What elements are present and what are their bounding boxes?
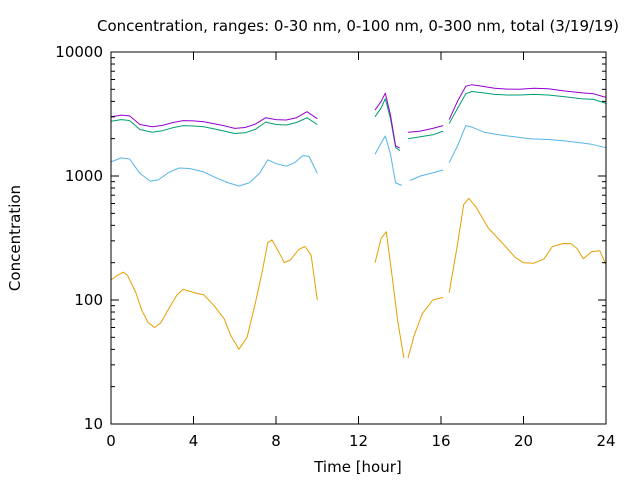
- x-tick-label: 8: [271, 432, 281, 450]
- y-tick-label: 10: [84, 415, 103, 433]
- x-axis-label: Time [hour]: [313, 458, 402, 476]
- x-axis: 0 4 8 12 16 20 24: [106, 52, 616, 450]
- y-axis-label: Concentration: [6, 185, 24, 291]
- series-1-line-segment-1: [374, 135, 402, 186]
- y-tick-label: 10000: [55, 43, 103, 61]
- series-1-line-segment-0: [110, 155, 318, 187]
- series-3-line-segment-3: [448, 84, 607, 120]
- series-2-line-segment-3: [448, 91, 607, 124]
- y-tick-label: 100: [74, 291, 103, 309]
- x-tick-label: 12: [349, 432, 368, 450]
- series-2-line-segment-2: [407, 130, 444, 140]
- chart-title: Concentration, ranges: 0-30 nm, 0-100 nm…: [97, 17, 619, 35]
- x-tick-label: 20: [514, 432, 533, 450]
- x-tick-label: 0: [106, 432, 116, 450]
- plot-frame: [110, 51, 607, 425]
- y-tick-label: 1000: [65, 167, 103, 185]
- series-1-line-segment-2: [409, 169, 444, 181]
- series-3-line-segment-0: [110, 111, 318, 129]
- series-0-line-segment-1: [374, 231, 405, 359]
- plot-area: [110, 84, 607, 359]
- series-0-line-segment-0: [110, 239, 318, 350]
- series-2-line-segment-0: [110, 117, 318, 134]
- series-1-line-segment-3: [448, 125, 607, 163]
- series-3-line-segment-1: [374, 92, 401, 149]
- series-3-line-segment-2: [407, 125, 444, 133]
- series-0-line-segment-2: [407, 296, 444, 359]
- series-0-line-segment-3: [448, 197, 607, 293]
- y-axis: 10 100 1000 10000: [55, 43, 606, 433]
- x-tick-label: 4: [189, 432, 199, 450]
- x-tick-label: 16: [431, 432, 450, 450]
- x-tick-label: 24: [596, 432, 615, 450]
- series-2-line-segment-1: [374, 98, 401, 152]
